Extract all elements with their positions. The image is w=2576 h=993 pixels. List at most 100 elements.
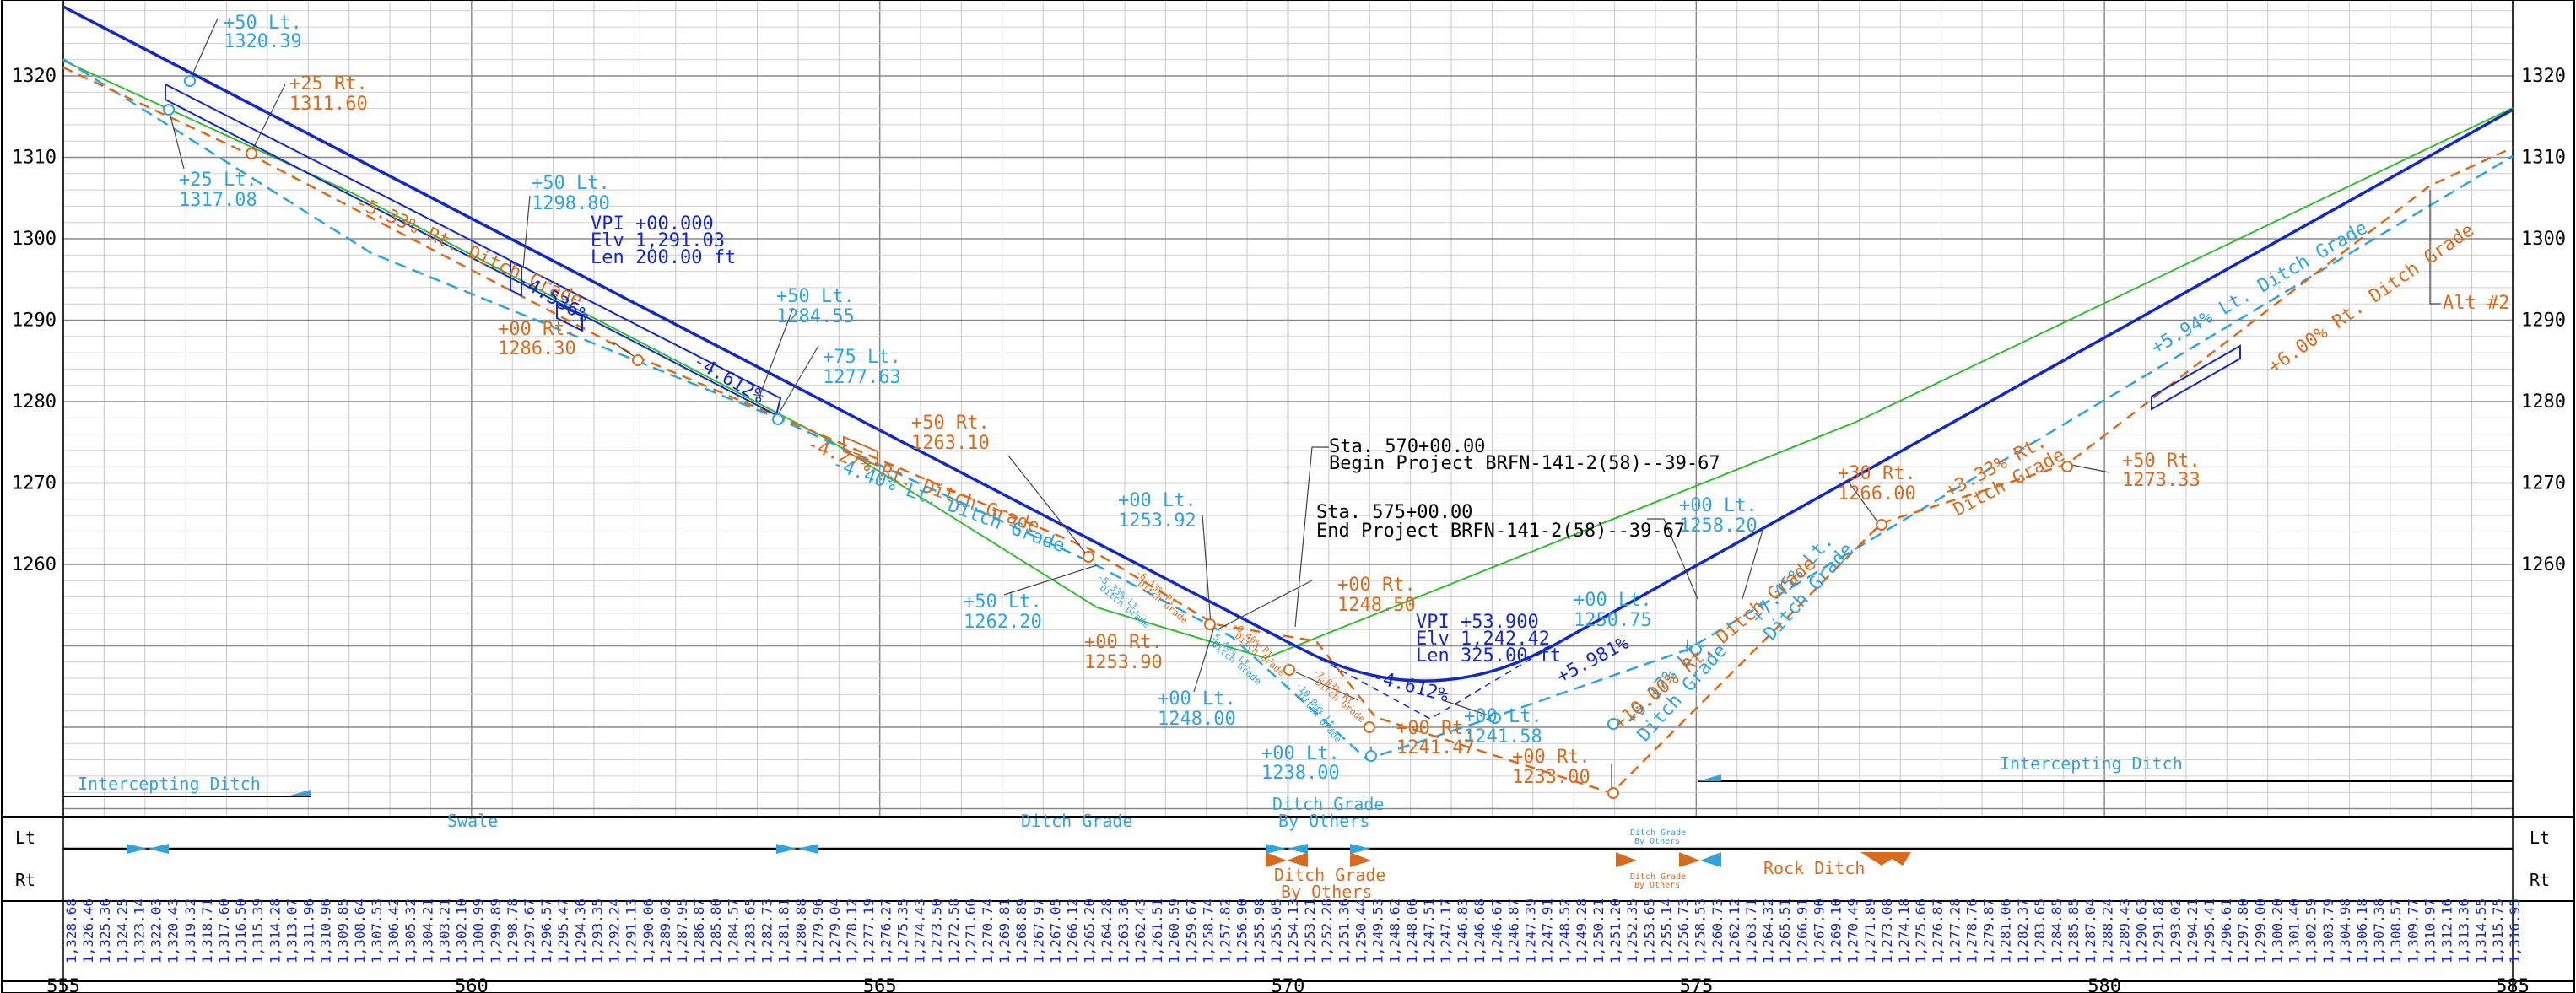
station-elevation: 1,303.21 [436, 899, 452, 963]
station-elevation: 1,282.73 [759, 899, 775, 963]
elevation-label: 1260 [2521, 554, 2566, 575]
station-elevation: 1,295.47 [555, 899, 571, 963]
station-elevation: 1,279.04 [827, 899, 843, 963]
station-elevation: 1,261.51 [1149, 899, 1165, 963]
station-elevation: 1,252.35 [1624, 899, 1640, 963]
profile-annotation: 1253.90 [1084, 652, 1163, 673]
station-elevation: 1,274.18 [1896, 899, 1912, 963]
vpi-tangent-lines [1299, 640, 1562, 720]
station-elevation: 1,291.82 [2151, 899, 2167, 963]
profile-annotation: 1253.92 [1118, 510, 1196, 532]
profile-annotation: 1317.08 [179, 190, 257, 211]
station-elevation: 1,281.81 [776, 899, 792, 963]
profile-annotation: 1248.00 [1158, 709, 1236, 730]
station-elevation: 1,308.64 [352, 899, 368, 963]
profile-annotation: +00 Rt. [1396, 718, 1475, 739]
station-elevation: 1,262.12 [1726, 899, 1742, 963]
station-elevation: 1,297.80 [2235, 899, 2251, 963]
station-elevation: 1,313.07 [284, 899, 300, 963]
profile-annotation: +00 Lt. [1574, 590, 1652, 611]
right-ditch-line [62, 66, 2514, 795]
station-elevation-row: 1,328.68 1,326.46 1,325.36 1,324.25 1,323.14… [63, 899, 2523, 963]
station-label: 555 [46, 976, 80, 993]
station-elevation: 1,251.20 [1607, 899, 1623, 963]
profile-annotation: 1258.20 [1679, 515, 1758, 537]
profile-annotation: +00 Rt. [498, 319, 576, 340]
profile-annotation: Elv 1,291.03 [591, 230, 725, 251]
station-elevation: 1,310.96 [318, 899, 334, 963]
station-elevation: 1,251.36 [1336, 899, 1352, 963]
station-elevation: 1,285.85 [2066, 899, 2082, 963]
station-elevation: 1,268.89 [1013, 899, 1029, 963]
station-elevation: 1,247.51 [1421, 899, 1437, 963]
band-item: Ditch Grade [1630, 872, 1686, 882]
station-elevation: 1,276.87 [1930, 899, 1946, 963]
station-elevation: 1,247.39 [1523, 899, 1539, 963]
profile-annotation: +00 Rt. [1512, 747, 1590, 768]
station-elevation: 1,270.49 [1845, 899, 1861, 963]
profile-annotation: +50 Lt. [776, 286, 855, 307]
station-elevation: 1,275.35 [894, 899, 910, 963]
station-elevation: 1,325.36 [97, 899, 113, 963]
station-elevation: 1,265.51 [1777, 899, 1793, 963]
station-elevation: 1,248.06 [1404, 899, 1420, 963]
band-item: Ditch Grade [1272, 794, 1384, 814]
station-elevation: 1,271.66 [963, 899, 979, 963]
station-elevation: 1,315.75 [2490, 899, 2506, 963]
station-elevation: 1,256.90 [1234, 899, 1250, 963]
profile-annotation: +50 Rt. [911, 413, 990, 434]
station-elevation: 1,310.97 [2422, 899, 2438, 963]
station-elevation: 1,247.91 [1540, 899, 1556, 963]
profile-annotation: 1241.58 [1464, 726, 1542, 747]
profile-annotation: +30 Rt. [1838, 463, 1916, 484]
profile-annotation: 1320.39 [224, 31, 302, 52]
station-elevation: 1,287.04 [2082, 899, 2098, 963]
culvert-box-1 [510, 260, 522, 297]
station-elevation: 1,282.37 [2015, 899, 2031, 963]
station-elevation: 1,308.57 [2388, 899, 2404, 963]
elevation-label: 1280 [2521, 391, 2566, 413]
station-elevation: 1,266.91 [1794, 899, 1810, 963]
station-elevation: 1,269.10 [1828, 899, 1844, 963]
elevation-label: 1290 [12, 310, 57, 332]
profile-annotation: End Project BRFN-141-2(58)--39-67 [1316, 521, 1685, 542]
station-elevation: 1,302.59 [2303, 899, 2319, 963]
elevation-label: 1260 [12, 554, 57, 575]
station-elevation: 1,276.27 [878, 899, 894, 963]
station-elevation: 1,315.39 [250, 899, 266, 963]
profile-annotation: +25 Rt. [289, 73, 368, 94]
station-elevation: 1,296.57 [538, 899, 554, 963]
station-elevation: 1,300.99 [471, 899, 487, 963]
station-elevation: 1,285.80 [708, 899, 724, 963]
station-elevation: 1,297.67 [521, 899, 537, 963]
station-elevation: 1,255.14 [1658, 899, 1674, 963]
profile-annotation: 1262.20 [964, 612, 1042, 633]
profile-annotation: +50 Lt. [964, 591, 1042, 613]
elevation-axis-right: 1320 1310 1300 1290 1280 1270 1260 [2521, 66, 2566, 575]
elevation-label: 1320 [2521, 66, 2566, 87]
station-elevation: 1,316.95 [2507, 899, 2523, 963]
elevation-label: 1270 [12, 473, 57, 494]
station-elevation: 1,320.43 [165, 899, 181, 963]
station-elevation: 1,283.65 [2032, 899, 2048, 963]
elevation-label: 1320 [12, 66, 57, 87]
station-elevation: 1,281.06 [1998, 899, 2014, 963]
profile-annotation: Len 200.00 ft [591, 247, 736, 268]
profile-annotation: 1248.50 [1337, 595, 1416, 616]
station-elevation: 1,267.05 [1047, 899, 1063, 963]
station-elevation: 1,269.81 [996, 899, 1013, 963]
profile-annotation: 1311.60 [289, 94, 368, 115]
profile-annotation: Len 325.00 ft [1416, 645, 1561, 666]
band-item: Rock Ditch [1763, 858, 1865, 878]
station-elevation: 1,309.77 [2405, 899, 2421, 963]
profile-points [163, 75, 2073, 799]
profile-annotation: Begin Project BRFN-141-2(58)--39-67 [1329, 453, 1720, 474]
station-elevation: 1,277.28 [1947, 899, 1963, 963]
elevation-label: 1290 [2521, 310, 2566, 332]
profile-annotation: -4.40% Lt. Ditch Grade [829, 453, 1067, 557]
profile-annotation: +00 Rt. [1084, 632, 1163, 653]
station-elevation: 1,322.03 [149, 899, 165, 963]
elevation-label: 1310 [2521, 148, 2566, 169]
elevation-label: 1280 [12, 391, 57, 413]
